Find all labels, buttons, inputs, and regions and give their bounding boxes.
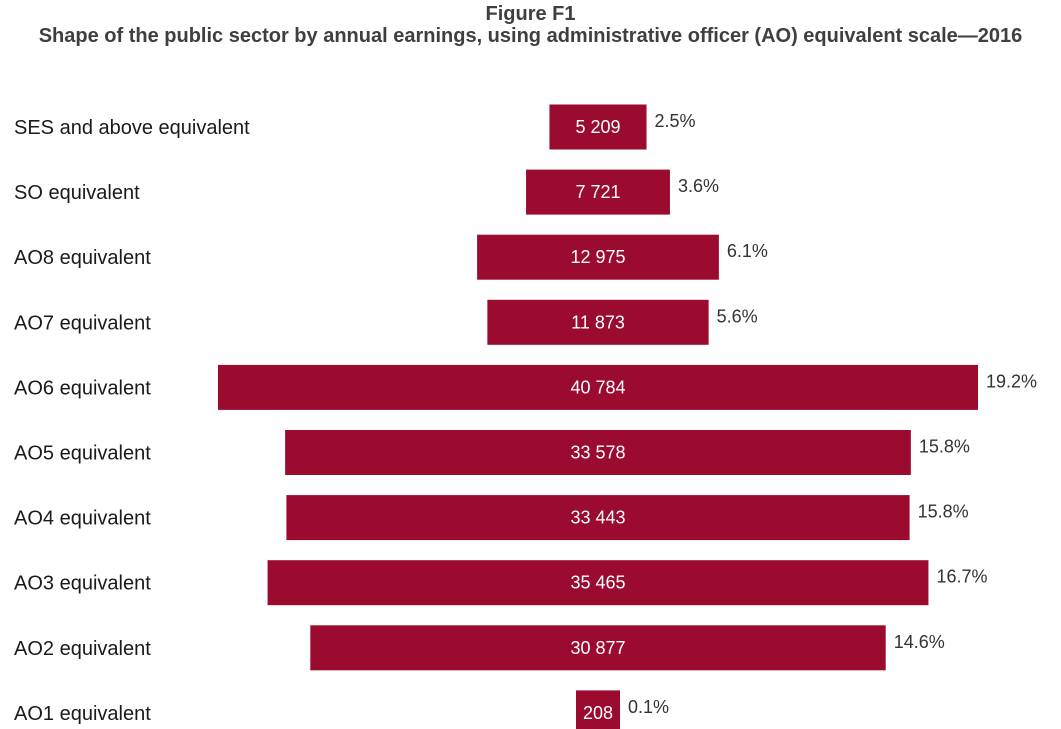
bar (487, 299, 709, 345)
bar-value-label: 7 721 (575, 182, 620, 202)
category-label: AO7 equivalent (14, 312, 151, 334)
chart-titles: Figure F1 Shape of the public sector by … (0, 0, 1061, 47)
category-label: SES and above equivalent (14, 117, 250, 139)
percent-label: 3.6% (678, 176, 719, 196)
bar-value-label: 33 443 (570, 508, 625, 528)
chart-title: Shape of the public sector by annual ear… (38, 25, 1023, 47)
category-label: AO2 equivalent (14, 638, 151, 660)
percent-label: 5.6% (717, 306, 758, 326)
percent-label: 6.1% (727, 241, 768, 261)
category-label: AO1 equivalent (14, 703, 151, 725)
category-label: AO8 equivalent (14, 247, 151, 269)
bar (267, 560, 929, 606)
bar (218, 364, 978, 410)
percent-label: 15.8% (918, 502, 969, 522)
bar (285, 430, 911, 475)
category-label: AO4 equivalent (14, 508, 151, 530)
bar (286, 495, 910, 541)
percent-label: 16.7% (936, 567, 987, 587)
bar-value-label: 40 784 (570, 377, 625, 397)
category-label: AO5 equivalent (14, 443, 151, 465)
bar-value-label: 11 873 (571, 312, 625, 332)
bar (576, 690, 620, 729)
category-label: AO6 equivalent (14, 377, 151, 399)
bar (310, 625, 886, 671)
bar (526, 169, 670, 215)
percent-label: 15.8% (919, 437, 970, 457)
bar-value-label: 35 465 (570, 573, 625, 593)
percent-label: 2.5% (655, 111, 696, 131)
percent-label: 19.2% (986, 371, 1037, 391)
percent-label: 0.1% (628, 697, 669, 717)
bar-value-label: 12 975 (570, 247, 625, 267)
bar (477, 234, 719, 280)
bar (549, 104, 647, 150)
bar-value-label: 30 877 (570, 638, 625, 658)
figure-label: Figure F1 (485, 3, 576, 25)
bar-value-label: 5 209 (575, 117, 620, 137)
category-label: SO equivalent (14, 182, 140, 204)
bar-value-label: 208 (583, 703, 613, 723)
percent-label: 14.6% (894, 632, 945, 652)
bar-value-label: 33 578 (570, 443, 625, 463)
category-label: AO3 equivalent (14, 573, 151, 595)
